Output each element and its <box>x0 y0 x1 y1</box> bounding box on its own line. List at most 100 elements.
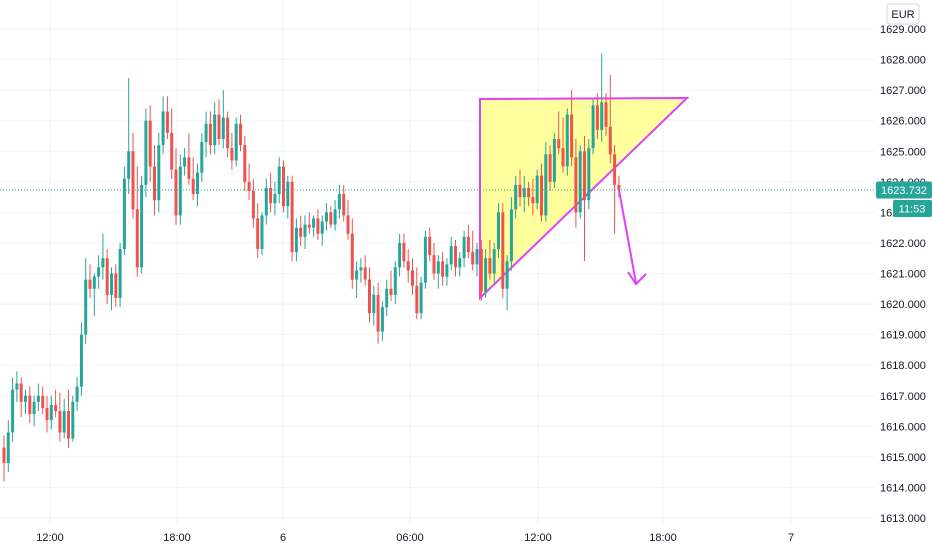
candle <box>148 105 152 182</box>
y-tick-label: 1614.000 <box>880 482 926 494</box>
candle <box>105 249 109 305</box>
candle-body <box>264 187 268 216</box>
candle-body <box>36 395 40 402</box>
candle-body <box>213 114 217 146</box>
y-tick-label: 1629.000 <box>880 24 926 36</box>
y-tick-label: 1618.000 <box>880 360 926 372</box>
candle <box>277 157 281 204</box>
candle-body <box>535 175 539 204</box>
y-tick-label: 1616.000 <box>880 421 926 433</box>
candle <box>243 135 247 191</box>
candle-body <box>600 102 604 130</box>
candle <box>454 239 457 277</box>
y-tick-label: 1627.000 <box>880 85 926 97</box>
arrow-shaft[interactable] <box>618 189 637 284</box>
arrow-head[interactable] <box>627 271 647 286</box>
candle-body <box>88 279 92 289</box>
candle-body <box>153 166 156 201</box>
candle-body <box>286 181 290 207</box>
candle-body <box>436 261 440 274</box>
candle-body <box>492 249 496 274</box>
candle <box>15 371 19 402</box>
candle-body <box>174 169 178 216</box>
candle-body <box>54 404 58 412</box>
candle-body <box>277 166 281 195</box>
candle-body <box>372 294 376 314</box>
candle <box>402 233 406 268</box>
candle <box>432 242 436 280</box>
candle <box>62 398 66 439</box>
candle <box>41 386 45 415</box>
candle-body <box>226 117 230 149</box>
candle <box>557 111 561 155</box>
candles <box>2 53 621 482</box>
candle-body <box>208 123 212 146</box>
candle-body <box>548 154 552 182</box>
candle <box>92 273 96 317</box>
candle-body <box>303 224 307 237</box>
candle <box>110 267 113 311</box>
candle <box>406 249 410 283</box>
candle-body <box>419 282 423 314</box>
candle-body <box>251 190 255 219</box>
candle <box>518 169 522 207</box>
candle <box>24 389 27 415</box>
candle-body <box>221 117 225 140</box>
candle-body <box>148 120 152 167</box>
candle-body <box>484 258 488 292</box>
candle <box>174 148 178 225</box>
arrow-drawing[interactable] <box>618 189 647 286</box>
candle-body <box>445 264 449 277</box>
candle-body <box>243 145 247 182</box>
candle <box>574 139 578 228</box>
candle <box>213 102 217 155</box>
candle-body <box>514 184 518 210</box>
candle <box>19 377 23 418</box>
candle <box>415 267 419 320</box>
candle <box>273 181 277 216</box>
candle-body <box>406 261 410 271</box>
time-axis[interactable]: 12:00 18:00 6 06:00 12:00 18:00 7 <box>36 532 794 544</box>
candle <box>604 93 608 136</box>
candle <box>363 255 367 286</box>
candle <box>58 392 62 442</box>
candle <box>114 264 118 308</box>
candle-body <box>161 111 165 146</box>
candle-body <box>58 411 62 433</box>
candle <box>578 145 582 219</box>
candle <box>372 285 376 326</box>
candle-body <box>561 148 565 167</box>
candle <box>256 203 260 259</box>
candle <box>269 172 273 213</box>
candle-body <box>230 148 234 161</box>
candle <box>608 74 612 164</box>
candle <box>230 132 234 170</box>
candle <box>101 233 105 280</box>
candle-body <box>415 285 419 314</box>
candle-body <box>355 270 359 280</box>
candle <box>187 132 191 185</box>
candle-body <box>294 227 298 253</box>
candle-body <box>428 236 432 256</box>
candle-body <box>273 194 277 204</box>
candle <box>79 322 83 396</box>
candle <box>548 145 552 191</box>
candle-body <box>608 126 612 155</box>
candle <box>251 178 255 228</box>
candle <box>127 77 131 195</box>
candle-body <box>157 145 161 201</box>
candle <box>587 139 591 210</box>
candle <box>359 258 363 283</box>
candle-body <box>488 258 492 274</box>
candle-body <box>337 194 341 210</box>
x-tick-label: 7 <box>788 532 794 544</box>
candle <box>497 203 500 259</box>
currency-badge[interactable]: EUR <box>886 3 920 25</box>
candle-body <box>165 111 169 133</box>
candle-body <box>462 236 466 259</box>
candle-body <box>333 209 337 225</box>
current-price-value: 1623.732 <box>881 185 927 197</box>
candle-body <box>613 154 617 185</box>
candle-body <box>471 252 475 265</box>
